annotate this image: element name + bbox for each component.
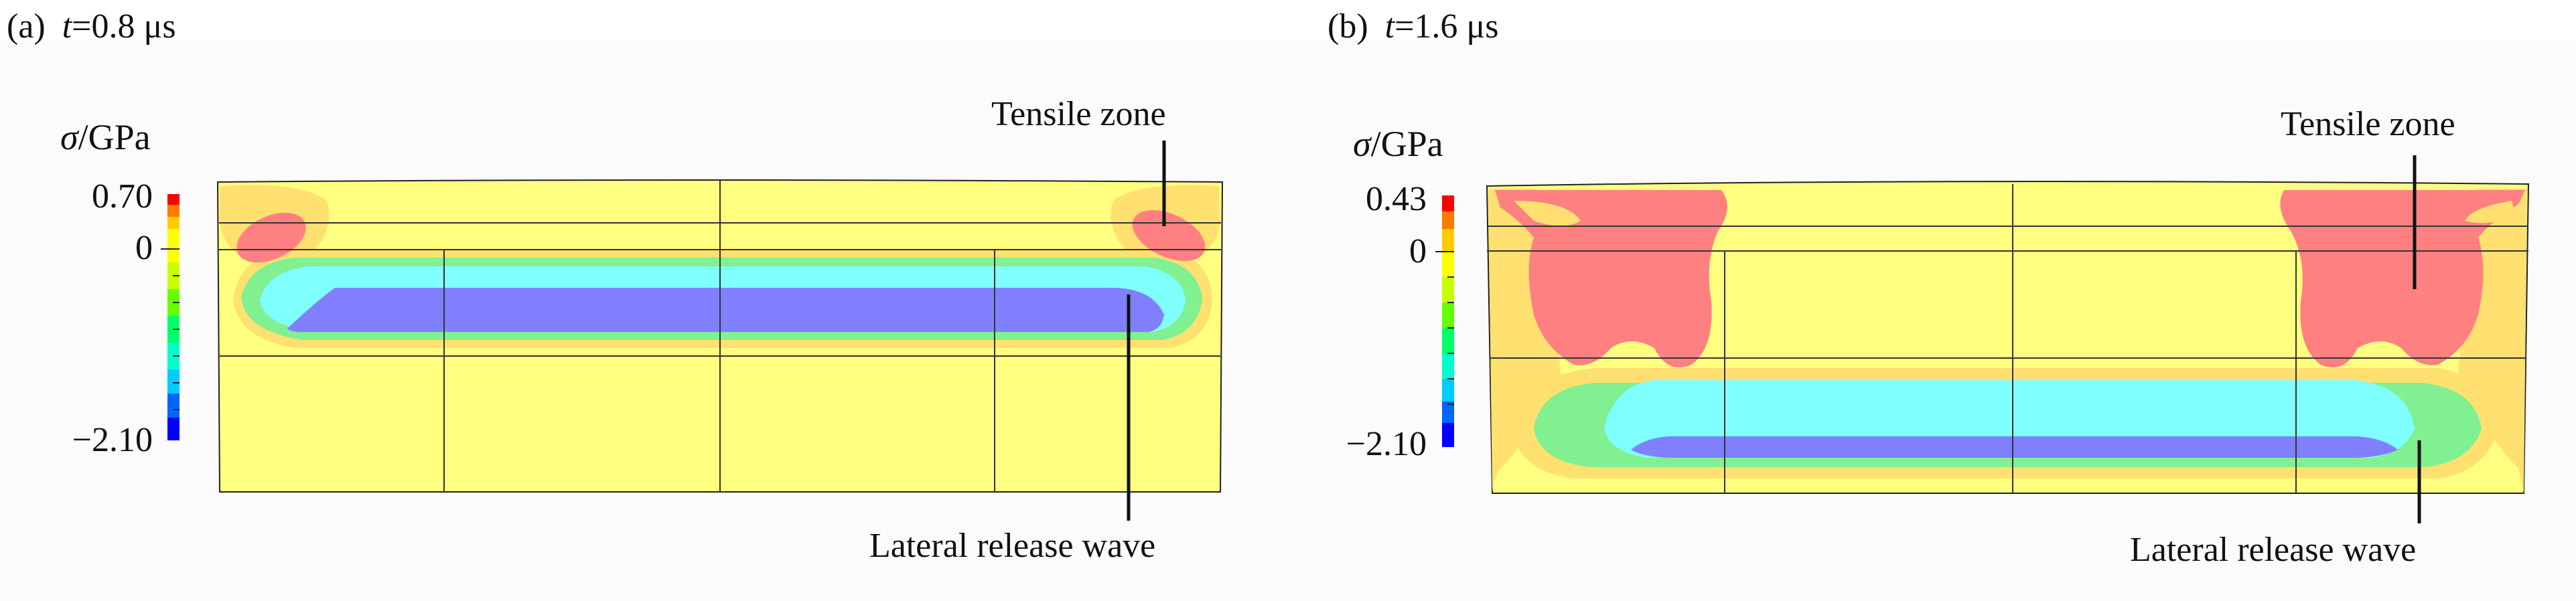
panel-b-unit-text: /GPa <box>1370 124 1443 164</box>
panel-a-unit-text: /GPa <box>78 117 151 157</box>
panel-b-tick-max: 0.43 <box>1366 180 1427 218</box>
panel-b-tick-min: −2.10 <box>1346 425 1427 463</box>
panel-b-title: (b) t=1.6 μs <box>1328 9 1499 44</box>
panel-a-colorbar <box>161 194 180 440</box>
panel-b-tensile-right <box>2280 190 2525 368</box>
panel-a-colorbar-unit: σ/GPa <box>60 119 151 155</box>
panel-a-sigma-symbol: σ <box>60 117 78 157</box>
panel-a-time-value: =0.8 μs <box>72 7 176 46</box>
panel-a-label: (a) <box>7 7 46 46</box>
panel-a-blue-core <box>287 288 1165 332</box>
panel-a-title: (a) t=0.8 μs <box>7 9 176 44</box>
panel-b-plate <box>1486 181 2530 494</box>
panel-b-tick-zero: 0 <box>1409 232 1427 270</box>
panel-a-tick-zero: 0 <box>135 229 153 267</box>
panel-b-mesh <box>1487 184 2528 493</box>
panel-b-blue-core <box>1631 436 2398 458</box>
panel-b-sigma-symbol: σ <box>1353 124 1371 164</box>
panel-b-colorbar <box>1435 195 1454 447</box>
panel-b-tensile-left <box>1495 190 1727 368</box>
panel-a-release-label: Lateral release wave <box>869 527 1156 565</box>
panel-b-tensile-label: Tensile zone <box>2281 105 2455 143</box>
panel-b-release-label: Lateral release wave <box>2130 531 2417 569</box>
panel-b-label: (b) <box>1328 7 1368 46</box>
panel-b-time-symbol: t <box>1384 7 1395 46</box>
panel-b-tensile-right-hole <box>2465 201 2515 224</box>
panel-a-plate <box>216 179 1224 493</box>
panel-a-tick-min: −2.10 <box>72 421 153 459</box>
panel-b-time-value: =1.6 μs <box>1394 7 1499 46</box>
panel-b-colorbar-unit: σ/GPa <box>1353 126 1443 162</box>
panel-a-tick-max: 0.70 <box>92 177 153 216</box>
panel-a-mesh <box>219 181 1221 492</box>
panel-a-time-symbol: t <box>62 7 72 46</box>
panel-b-tensile-left-hole <box>1514 201 1581 226</box>
panel-a-tensile-label: Tensile zone <box>991 95 1166 133</box>
